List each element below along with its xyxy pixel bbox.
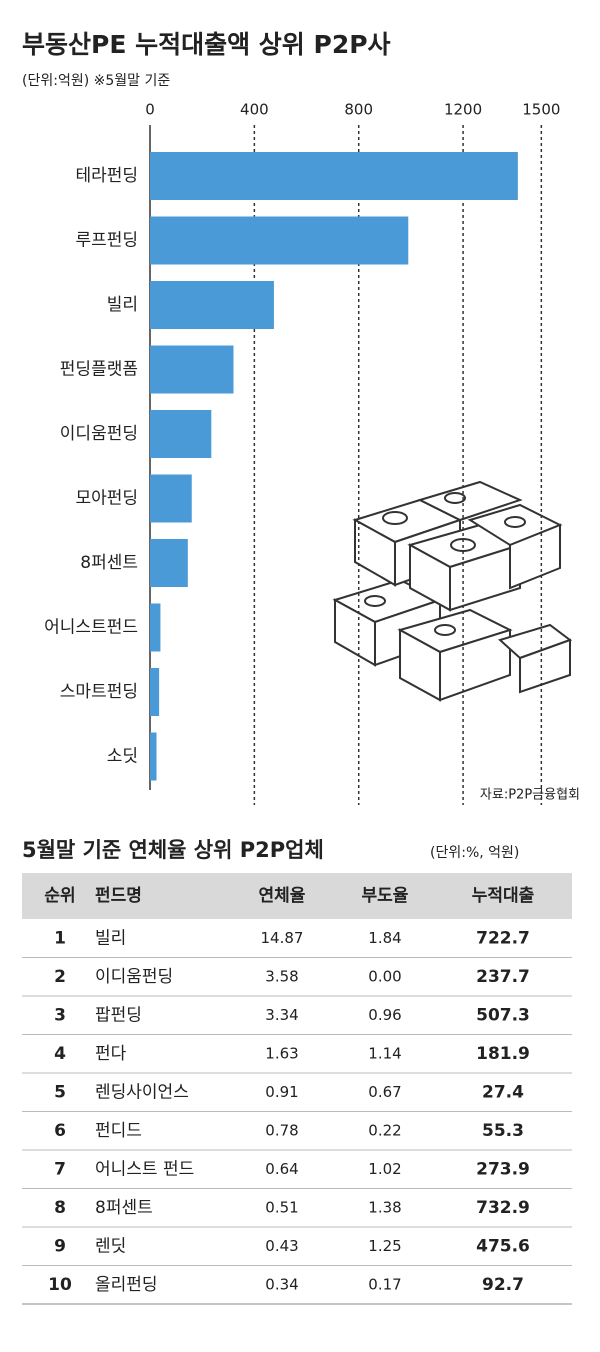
table-cell: 0.17 bbox=[368, 1275, 401, 1293]
table-cell: 7 bbox=[54, 1159, 66, 1179]
table-cell: 722.7 bbox=[476, 928, 530, 948]
table-cell: 1.84 bbox=[368, 929, 401, 947]
bar bbox=[150, 410, 212, 458]
money-illustration bbox=[332, 480, 573, 702]
table-cell: 0.34 bbox=[265, 1275, 298, 1293]
table-cell: 10 bbox=[48, 1275, 72, 1295]
table-cell: 펀다 bbox=[95, 1044, 127, 1064]
table-cell: 507.3 bbox=[476, 1005, 530, 1025]
table-cell: 0.22 bbox=[368, 1121, 401, 1139]
table-cell: 27.4 bbox=[482, 1082, 524, 1102]
table-cell: 237.7 bbox=[476, 967, 530, 987]
table-cell: 6 bbox=[54, 1121, 66, 1141]
table-cell: 어니스트 펀드 bbox=[95, 1159, 194, 1179]
y-tick-label: 빌리 bbox=[107, 295, 138, 315]
table-cell: 273.9 bbox=[476, 1159, 530, 1179]
table-cell: 1 bbox=[54, 928, 66, 948]
y-tick-label: 모아펀딩 bbox=[75, 489, 138, 509]
y-tick-label: 스마트펀딩 bbox=[60, 682, 138, 702]
table-cell: 0.51 bbox=[265, 1198, 298, 1216]
bar bbox=[150, 281, 274, 329]
y-tick-label: 8퍼센트 bbox=[80, 553, 138, 573]
table-header: 연체율 bbox=[259, 886, 306, 906]
table-cell: 렌딧 bbox=[95, 1236, 126, 1256]
table-cell: 3.34 bbox=[265, 1006, 298, 1024]
bar bbox=[150, 603, 161, 652]
table-title: 5월말 기준 연체율 상위 P2P업체 bbox=[22, 838, 324, 862]
table-cell: 92.7 bbox=[482, 1275, 524, 1295]
table-cell: 0.96 bbox=[368, 1006, 401, 1024]
chart-subtitle: (단위:억원) ※5월말 기준 bbox=[22, 73, 170, 89]
bar bbox=[150, 668, 160, 716]
y-tick-label: 테라펀딩 bbox=[75, 166, 138, 186]
table-cell: 0.43 bbox=[265, 1237, 298, 1255]
table-cell: 올리펀딩 bbox=[95, 1275, 158, 1295]
x-tick-label: 400 bbox=[240, 101, 269, 119]
bar bbox=[150, 216, 409, 265]
table-cell: 8 bbox=[54, 1198, 66, 1218]
table-cell: 빌리 bbox=[95, 928, 126, 948]
bar bbox=[150, 732, 157, 781]
table-cell: 5 bbox=[54, 1082, 66, 1102]
table-cell: 1.25 bbox=[368, 1237, 401, 1255]
y-tick-label: 이디움펀딩 bbox=[60, 424, 138, 444]
x-tick-label: 1200 bbox=[444, 101, 482, 119]
table-unit: (단위:%, 억원) bbox=[430, 845, 519, 861]
table-cell: 8퍼센트 bbox=[95, 1198, 153, 1218]
table-header: 누적대출 bbox=[472, 886, 535, 906]
table-cell: 팝펀딩 bbox=[95, 1005, 142, 1025]
source: 자료:P2P금융협회 bbox=[480, 788, 580, 803]
bar bbox=[150, 152, 518, 200]
table-cell: 14.87 bbox=[261, 929, 304, 947]
table-cell: 0.91 bbox=[265, 1083, 298, 1101]
table-cell: 0.67 bbox=[368, 1083, 401, 1101]
table-cell: 55.3 bbox=[482, 1121, 524, 1141]
x-tick-label: 800 bbox=[344, 101, 373, 119]
x-tick-label: 1500 bbox=[522, 101, 560, 119]
table-header: 부도율 bbox=[362, 886, 409, 906]
x-tick-label: 0 bbox=[145, 101, 155, 119]
table-cell: 4 bbox=[54, 1044, 66, 1064]
bar bbox=[150, 539, 188, 587]
table-cell: 3 bbox=[54, 1005, 66, 1025]
table-cell: 732.9 bbox=[476, 1198, 530, 1218]
table-cell: 0.00 bbox=[368, 967, 401, 985]
table-cell: 181.9 bbox=[476, 1044, 530, 1064]
table-cell: 2 bbox=[54, 967, 66, 987]
table-header: 펀드명 bbox=[95, 886, 142, 906]
table-cell: 1.63 bbox=[265, 1044, 298, 1062]
bar bbox=[150, 345, 234, 394]
table-cell: 1.38 bbox=[368, 1198, 401, 1216]
table-cell: 렌딩사이언스 bbox=[95, 1082, 189, 1102]
chart-title: 부동산PE 누적대출액 상위 P2P사 bbox=[22, 30, 391, 59]
table-cell: 0.78 bbox=[265, 1121, 298, 1139]
table-cell: 이디움펀딩 bbox=[95, 967, 173, 987]
table-cell: 9 bbox=[54, 1236, 66, 1256]
table-cell: 0.64 bbox=[265, 1160, 298, 1178]
table-cell: 1.02 bbox=[368, 1160, 401, 1178]
y-tick-label: 펀딩플랫폼 bbox=[60, 360, 138, 380]
table-header: 순위 bbox=[44, 886, 75, 906]
table-cell: 펀디드 bbox=[95, 1121, 142, 1141]
table-header-bg bbox=[22, 873, 572, 919]
y-tick-label: 어니스트펀드 bbox=[44, 618, 138, 638]
y-tick-label: 루프펀딩 bbox=[75, 231, 138, 251]
table-cell: 1.14 bbox=[368, 1044, 401, 1062]
bar bbox=[150, 474, 192, 523]
y-tick-label: 소딧 bbox=[107, 747, 138, 767]
table-cell: 3.58 bbox=[265, 967, 298, 985]
table-cell: 475.6 bbox=[476, 1236, 530, 1256]
